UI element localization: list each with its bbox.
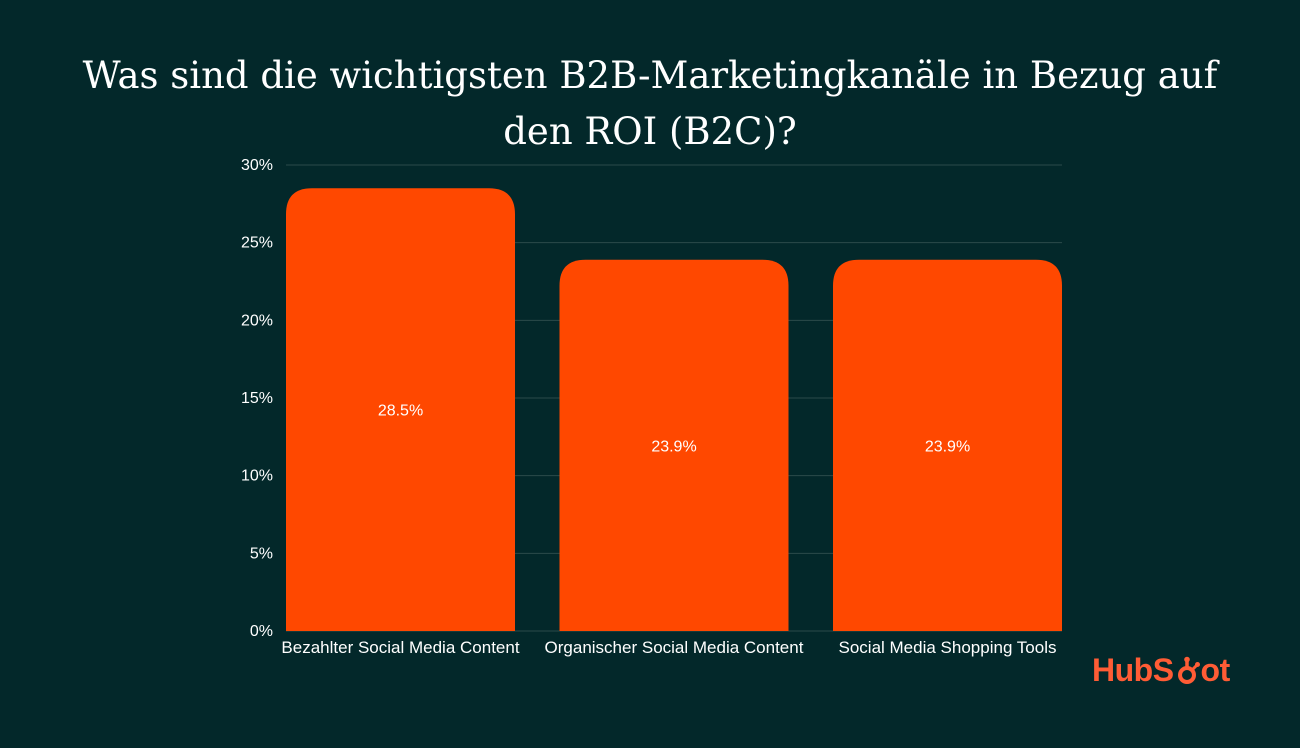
bar xyxy=(286,188,515,632)
hubspot-logo-text-hub: HubS xyxy=(1092,652,1174,688)
x-axis: Bezahlter Social Media Content Organische… xyxy=(281,638,1056,657)
hubspot-logo: HubS ot xyxy=(1092,652,1230,689)
hubspot-logo-text-ot: ot xyxy=(1200,652,1231,688)
y-tick-label: 15% xyxy=(241,390,273,407)
y-tick-label: 10% xyxy=(241,468,273,485)
x-category-label: Organischer Social Media Content xyxy=(545,638,804,657)
y-axis: 0% 5% 10% 15% 20% 25% 30% xyxy=(241,157,273,640)
bars: 28.5% 23.9% 23.9% xyxy=(286,188,1062,632)
y-tick-label: 20% xyxy=(241,312,273,329)
chart-title-line-1: Was sind die wichtigsten B2B-Marketingka… xyxy=(82,54,1218,97)
data-label: 28.5% xyxy=(378,403,423,420)
y-tick-label: 30% xyxy=(241,157,273,174)
chart-title: Was sind die wichtigsten B2B-Marketingka… xyxy=(0,48,1300,160)
sprocket-icon xyxy=(1177,656,1200,684)
data-label: 23.9% xyxy=(651,438,696,455)
y-tick-label: 25% xyxy=(241,235,273,252)
bar xyxy=(833,259,1062,631)
x-category-label: Social Media Shopping Tools xyxy=(839,638,1057,657)
y-tick-label: 5% xyxy=(250,545,273,562)
y-tick-label: 0% xyxy=(250,623,273,640)
data-label: 23.9% xyxy=(925,438,970,455)
chart-title-line-2: den ROI (B2C)? xyxy=(503,110,797,153)
x-category-label: Bezahlter Social Media Content xyxy=(281,638,519,657)
bar xyxy=(559,259,789,631)
